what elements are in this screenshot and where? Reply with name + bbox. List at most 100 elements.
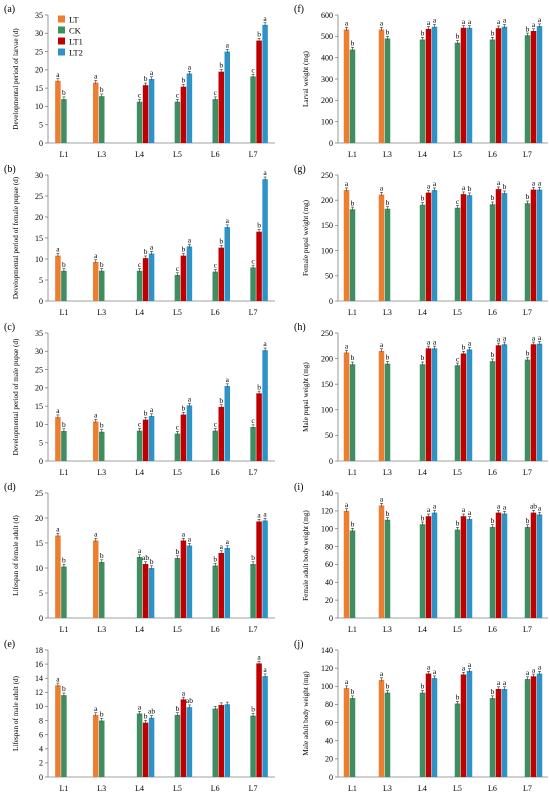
- y-axis-title: Female adult body weight (mg): [302, 510, 310, 601]
- x-tick-label: L7: [523, 150, 532, 159]
- bar-LT-L3: [378, 505, 385, 618]
- bar-CK-L4: [136, 557, 143, 618]
- bar-LT2-L4: [148, 717, 155, 777]
- y-axis-title: Developmental period of male pupae (d): [12, 338, 20, 455]
- significance-letter: a: [226, 216, 230, 225]
- bar-LT2-L6: [501, 193, 508, 301]
- significance-letter: a: [538, 179, 542, 188]
- bar-LT1-L5: [180, 414, 187, 461]
- bar-CK-L7: [250, 76, 256, 143]
- significance-letter: a: [226, 41, 230, 50]
- bar-LT2-L4: [148, 568, 155, 618]
- significance-letter: b: [213, 555, 217, 564]
- panel-label: (i): [294, 482, 303, 493]
- y-tick-label: 30: [35, 29, 43, 38]
- significance-letter: b: [144, 712, 148, 721]
- bar-CK-L7: [524, 359, 531, 461]
- x-tick-label: L5: [453, 150, 462, 159]
- y-tick-label: 60: [325, 718, 333, 727]
- significance-letter: b: [251, 553, 255, 562]
- x-tick-label: L1: [348, 308, 357, 317]
- x-tick-label: L4: [135, 308, 144, 317]
- bar-LT-L1: [343, 352, 350, 461]
- bar-LT2-L7: [262, 350, 268, 461]
- significance-letter: a: [532, 333, 536, 342]
- bar-LT1-L5: [460, 27, 467, 143]
- x-tick-label: L3: [383, 625, 392, 634]
- bar-CK-L3: [384, 208, 391, 301]
- significance-letter: a: [433, 337, 437, 346]
- x-tick-label: L4: [135, 468, 144, 477]
- x-tick-label: L6: [488, 468, 497, 477]
- significance-letter: b: [351, 198, 355, 207]
- bar-CK-L3: [384, 692, 391, 777]
- y-tick-label: 5: [39, 589, 43, 598]
- y-tick-label: 25: [35, 489, 43, 498]
- significance-letter: b: [219, 237, 223, 246]
- y-tick-label: 5: [39, 276, 43, 285]
- y-tick-label: 4: [39, 745, 43, 754]
- significance-letter: a: [462, 663, 466, 672]
- significance-letter: c: [214, 88, 218, 97]
- legend-swatch-LT: [58, 15, 65, 23]
- significance-letter: a: [263, 339, 267, 348]
- significance-letter: a: [380, 669, 384, 678]
- significance-letter: a: [150, 405, 154, 414]
- significance-letter: c: [138, 420, 142, 429]
- x-tick-label: L3: [97, 468, 106, 477]
- significance-letter: a: [94, 251, 98, 260]
- y-tick-label: 15: [35, 539, 43, 548]
- bar-CK-L6: [489, 204, 496, 301]
- y-tick-label: 120: [321, 507, 333, 516]
- bar-LT2-L6: [224, 548, 230, 618]
- significance-letter: a: [503, 16, 507, 25]
- bar-CK-L1: [61, 566, 67, 618]
- x-tick-label: L3: [97, 150, 106, 159]
- y-tick-label: 16: [35, 660, 43, 669]
- significance-letter: a: [427, 182, 431, 191]
- bar-CK-L6: [212, 430, 218, 461]
- bar-CK-L5: [174, 101, 181, 143]
- x-tick-label: L5: [173, 308, 182, 317]
- significance-letter: a: [56, 674, 60, 683]
- legend-swatch-LT1: [58, 37, 65, 45]
- significance-letter: a: [94, 530, 98, 539]
- y-axis-title: Male pupal weight (mg): [302, 362, 310, 432]
- bar-CK-L4: [136, 270, 143, 301]
- bar-CK-L3: [99, 562, 105, 618]
- bar-LT-L3: [378, 679, 385, 777]
- significance-letter: b: [100, 710, 104, 719]
- bar-CK-L5: [454, 703, 461, 777]
- y-tick-label: 0: [329, 297, 333, 306]
- bar-LT2-L4: [431, 190, 438, 301]
- bar-LT2-L7: [262, 676, 268, 777]
- significance-letter: b: [182, 404, 186, 413]
- bar-CK-L1: [349, 530, 356, 618]
- x-tick-label: L4: [135, 625, 144, 634]
- legend-label: LT: [69, 15, 79, 25]
- x-tick-label: L4: [418, 150, 427, 159]
- panel-label: (g): [294, 164, 306, 175]
- bar-LT2-L4: [148, 416, 155, 461]
- panel-label: (f): [294, 4, 304, 15]
- bar-LT1-L7: [256, 393, 262, 461]
- bar-LT1-L6: [495, 189, 502, 301]
- bar-LT-L1: [55, 685, 61, 777]
- y-tick-label: 20: [325, 755, 333, 764]
- significance-letter: a: [538, 663, 542, 672]
- bar-CK-L5: [454, 365, 461, 461]
- y-tick-label: 10: [35, 420, 43, 429]
- significance-letter: a: [56, 525, 60, 534]
- significance-letter: a: [433, 502, 437, 511]
- bar-LT-L1: [343, 29, 350, 143]
- bar-CK-L3: [384, 519, 391, 618]
- y-tick-label: 10: [35, 255, 43, 264]
- x-tick-label: L1: [348, 784, 357, 793]
- significance-letter: a: [497, 678, 501, 687]
- significance-letter: b: [62, 260, 66, 269]
- bar-LT1-L6: [218, 406, 224, 461]
- x-tick-label: L3: [383, 308, 392, 317]
- x-tick-label: L6: [211, 625, 220, 634]
